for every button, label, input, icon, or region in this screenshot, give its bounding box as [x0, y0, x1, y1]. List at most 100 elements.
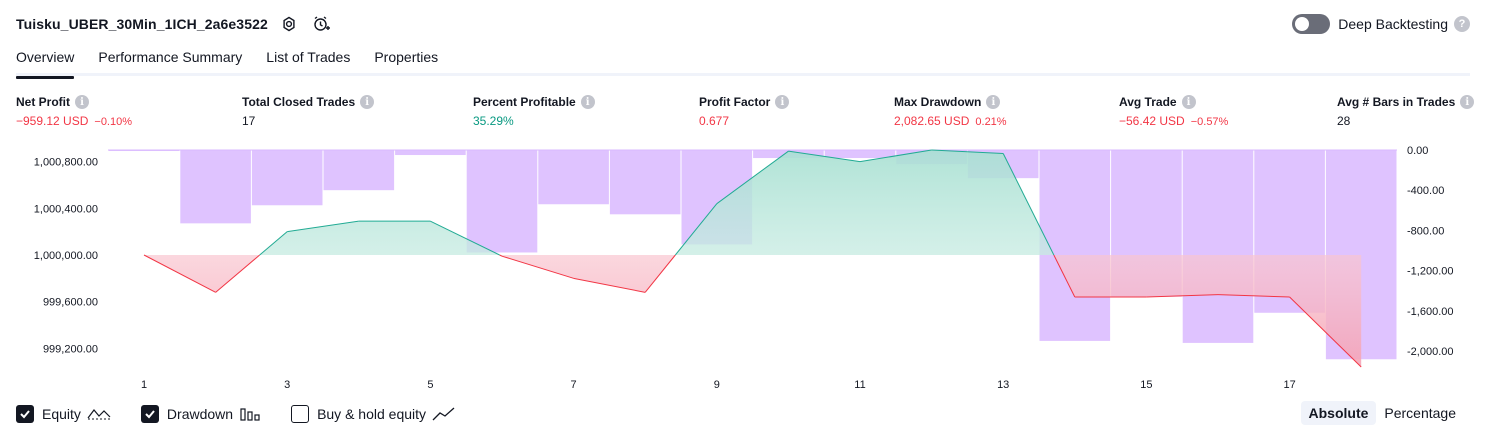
equity-segment — [1053, 254, 1076, 298]
legend-label: Equity — [42, 406, 81, 422]
left-axis-tick: 1,000,800.00 — [34, 157, 98, 169]
equity-line — [143, 149, 1362, 368]
equity-segment — [1289, 296, 1362, 368]
stat-avg-bars-in-trades: Avg # Bars in Trades i 28 — [1337, 94, 1475, 130]
stat-label: Avg # Bars in Trades — [1337, 95, 1456, 109]
equity-segment — [1146, 294, 1219, 298]
equity-segment — [644, 254, 676, 293]
buy-hold-line-icon — [432, 406, 456, 422]
stat-label: Total Closed Trades — [242, 95, 356, 109]
drawdown-bar[interactable] — [609, 150, 681, 215]
left-axis-tick: 999,600.00 — [43, 297, 98, 309]
stat-percent: −0.10% — [94, 116, 133, 128]
legend-label: Buy & hold equity — [317, 406, 427, 422]
left-axis-tick: 999,200.00 — [43, 343, 98, 355]
drawdown-bar[interactable] — [323, 150, 395, 191]
tab-properties[interactable]: Properties — [374, 49, 439, 65]
chart-legend: Equity Drawdown Buy & hold equity — [16, 402, 486, 426]
settings-icon[interactable] — [278, 13, 300, 35]
equity-segment — [573, 277, 646, 293]
legend-label: Drawdown — [166, 406, 234, 422]
drawdown-checkbox[interactable] — [140, 405, 159, 423]
drawdown-bar[interactable] — [824, 150, 896, 159]
stat-label: Percent Profitable — [473, 95, 576, 109]
scale-mode-switch: Absolute Percentage — [1300, 401, 1465, 425]
right-axis-tick: -2,000.00 — [1407, 346, 1453, 358]
equity-segment — [1002, 153, 1055, 256]
x-axis-tick: 5 — [427, 379, 433, 391]
tab-performance-summary[interactable]: Performance Summary — [98, 49, 243, 65]
drawdown-bar[interactable] — [1039, 150, 1111, 341]
info-icon[interactable]: i — [986, 95, 1001, 109]
right-axis-tick: -400.00 — [1407, 185, 1444, 197]
tab-list-of-trades[interactable]: List of Trades — [266, 49, 351, 65]
equity-segment — [143, 254, 216, 293]
stat-value: −959.12 USD — [16, 114, 89, 128]
x-axis: 1 3 5 7 9 11 13 15 17 — [141, 379, 1296, 391]
drawdown-bar[interactable] — [180, 150, 251, 224]
left-axis-tick: 1,000,000.00 — [34, 250, 98, 262]
tab-overview[interactable]: Overview — [16, 44, 75, 79]
stat-label: Max Drawdown — [894, 95, 982, 109]
drawdown-bar[interactable] — [538, 150, 609, 205]
info-icon[interactable]: i — [1460, 95, 1475, 109]
stat-value: 28 — [1337, 114, 1351, 128]
x-axis-tick: 3 — [284, 379, 290, 391]
equity-line-icon — [87, 406, 111, 422]
equity-segment — [287, 220, 359, 233]
deep-backtesting: Deep Backtesting ? — [1292, 12, 1470, 36]
stat-value: 35.29% — [473, 114, 514, 128]
info-icon[interactable]: i — [75, 95, 89, 109]
equity-segment — [430, 220, 500, 256]
legend-equity[interactable]: Equity — [16, 405, 111, 423]
stat-value: 0.677 — [699, 114, 730, 128]
x-axis-tick: 1 — [141, 379, 147, 391]
equity-segment — [859, 149, 932, 163]
right-axis-tick: 0.00 — [1407, 145, 1428, 157]
mode-absolute[interactable]: Absolute — [1300, 401, 1377, 425]
x-axis-tick: 15 — [1140, 379, 1152, 391]
info-icon[interactable]: i — [360, 95, 375, 109]
stat-percent: 0.21% — [975, 116, 1007, 128]
stat-value: 17 — [242, 114, 256, 128]
left-axis-tick: 1,000,400.00 — [34, 203, 98, 215]
stat-label: Avg Trade — [1119, 95, 1177, 109]
buy-hold-checkbox[interactable] — [291, 405, 310, 423]
equity-segment — [215, 254, 260, 293]
equity-segment — [674, 203, 718, 256]
x-axis-tick: 9 — [714, 379, 720, 391]
equity-drawdown-chart[interactable]: 1,000,800.00 1,000,400.00 1,000,000.00 999,… — [0, 140, 1486, 398]
right-axis-tick: -1,200.00 — [1407, 266, 1453, 278]
stat-value: −56.42 USD — [1119, 114, 1185, 128]
add-alert-icon[interactable] — [310, 13, 332, 35]
legend-buy-hold[interactable]: Buy & hold equity — [291, 405, 456, 423]
equity-segment — [499, 254, 503, 257]
right-axis-tick: -1,600.00 — [1407, 306, 1453, 318]
info-icon[interactable]: i — [775, 95, 790, 109]
equity-segment — [716, 150, 789, 205]
equity-segment — [1217, 294, 1290, 298]
drawdown-bar[interactable] — [466, 150, 538, 253]
x-axis-tick: 17 — [1283, 379, 1295, 391]
x-axis-tick: 13 — [997, 379, 1009, 391]
stat-avg-trade: Avg Trade i −56.42 USD −0.57% — [1119, 94, 1228, 130]
drawdown-bar[interactable] — [251, 150, 323, 206]
mode-percentage[interactable]: Percentage — [1384, 405, 1456, 421]
drawdown-bar[interactable] — [395, 150, 466, 156]
equity-segment — [501, 255, 574, 279]
equity-segment — [259, 231, 288, 256]
deep-backtesting-toggle[interactable] — [1292, 14, 1331, 34]
left-axis: 1,000,800.00 1,000,400.00 1,000,000.00 999,… — [34, 157, 98, 356]
equity-fill-below — [144, 255, 1362, 367]
legend-drawdown[interactable]: Drawdown — [140, 405, 261, 423]
report-tabs: Overview Performance Summary List of Tra… — [16, 44, 1470, 79]
info-icon[interactable]: i — [580, 95, 595, 109]
info-icon[interactable]: i — [1181, 95, 1196, 109]
drawdown-bar[interactable] — [108, 150, 180, 152]
drawdown-bar[interactable] — [1182, 150, 1254, 343]
stat-total-closed-trades: Total Closed Trades i 17 — [242, 94, 375, 130]
equity-checkbox[interactable] — [16, 405, 34, 423]
help-icon[interactable]: ? — [1454, 16, 1470, 32]
equity-segment — [788, 150, 861, 163]
stat-net-profit: Net Profit i −959.12 USD −0.10% — [16, 94, 132, 130]
